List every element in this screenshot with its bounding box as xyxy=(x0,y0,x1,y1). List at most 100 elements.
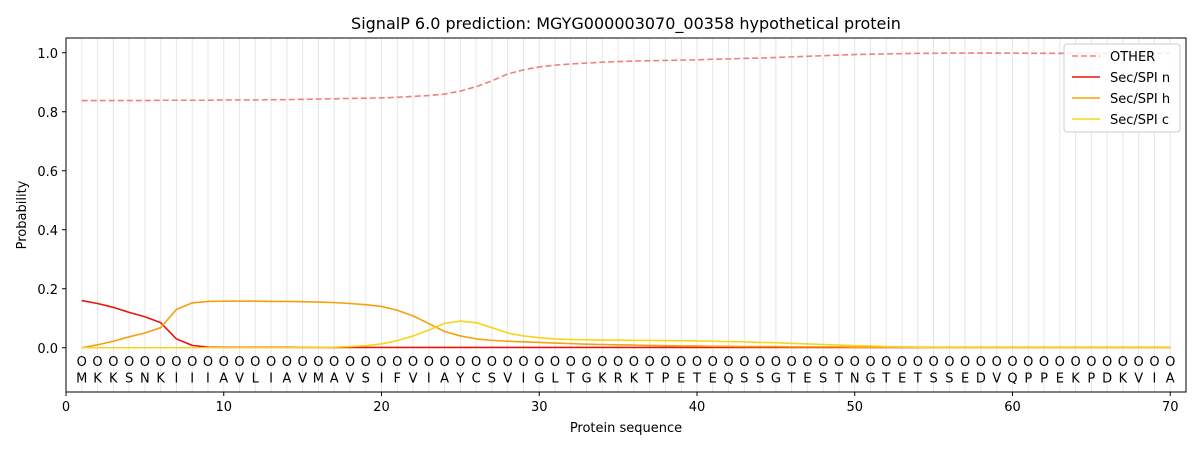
sequence-label-marker: O xyxy=(708,355,718,370)
sequence-residue: D xyxy=(1102,371,1112,386)
sequence-label-marker: O xyxy=(1039,355,1049,370)
legend-label: OTHER xyxy=(1110,50,1155,65)
sequence-residue: T xyxy=(913,371,922,386)
sequence-label-marker: O xyxy=(581,355,591,370)
sequence-residue: E xyxy=(1056,371,1064,386)
sequence-residue: G xyxy=(534,371,544,386)
sequence-residue: L xyxy=(551,371,559,386)
x-tick-label: 20 xyxy=(373,400,390,415)
sequence-label-marker: O xyxy=(1165,355,1175,370)
sequence-label-marker: O xyxy=(645,355,655,370)
sequence-residue: C xyxy=(472,371,481,386)
sequence-residue: R xyxy=(614,371,623,386)
sequence-label-marker: O xyxy=(266,355,276,370)
sequence-label-marker: O xyxy=(361,355,371,370)
sequence-label-marker: O xyxy=(156,355,166,370)
sequence-label-marker: O xyxy=(1007,355,1017,370)
sequence-residue: I xyxy=(269,371,273,386)
sequence-label-marker: O xyxy=(487,355,497,370)
sequence-label-marker: O xyxy=(1118,355,1128,370)
sequence-residue: M xyxy=(76,371,87,386)
sequence-label-marker: O xyxy=(345,355,355,370)
y-tick-label: 0.6 xyxy=(37,165,58,180)
sequence-residue: Q xyxy=(723,371,733,386)
sequence-residue: S xyxy=(756,371,764,386)
sequence-residue: V xyxy=(992,371,1001,386)
sequence-label-marker: O xyxy=(692,355,702,370)
sequence-residue: T xyxy=(834,371,843,386)
sequence-residue: P xyxy=(1087,371,1095,386)
sequence-label-marker: O xyxy=(755,355,765,370)
sequence-label-marker: O xyxy=(613,355,623,370)
sequence-residue: A xyxy=(330,371,339,386)
y-tick-label: 1.0 xyxy=(37,47,58,62)
y-axis-ticks: 0.0 0.2 0.4 0.6 0.8 1.0 xyxy=(37,47,66,357)
sequence-label-marker: O xyxy=(1055,355,1065,370)
y-tick-label: 0.4 xyxy=(37,224,58,239)
sequence-residue: I xyxy=(1153,371,1157,386)
sequence-residue: K xyxy=(630,371,639,386)
legend-box xyxy=(1063,43,1181,133)
sequence-label-marker: O xyxy=(376,355,386,370)
sequence-residue: K xyxy=(598,371,607,386)
sequence-label-marker: O xyxy=(534,355,544,370)
sequence-label-marker: O xyxy=(439,355,449,370)
sequence-residue: S xyxy=(488,371,496,386)
sequence-residue: E xyxy=(961,371,969,386)
sequence-residue: P xyxy=(662,371,670,386)
legend: OTHER Sec/SPI n Sec/SPI h Sec/SPI c xyxy=(1063,43,1181,133)
sequence-residue: T xyxy=(566,371,575,386)
sequence-residue: D xyxy=(976,371,986,386)
grid-lines xyxy=(81,38,1171,392)
sequence-label-marker: O xyxy=(203,355,213,370)
sequence-residue: I xyxy=(380,371,384,386)
sequence-residue: E xyxy=(803,371,811,386)
sequence-label-marker: O xyxy=(1134,355,1144,370)
sequence-residue: E xyxy=(709,371,717,386)
sequence-label-marker: O xyxy=(913,355,923,370)
sequence-label-marker: O xyxy=(723,355,733,370)
sequence-label-marker: O xyxy=(629,355,639,370)
sequence-label-marker: O xyxy=(944,355,954,370)
sequence-residue: S xyxy=(362,371,370,386)
sequence-label-marker: O xyxy=(518,355,528,370)
sequence-label-marker: O xyxy=(313,355,323,370)
y-tick-label: 0.0 xyxy=(37,342,58,357)
sequence-label-marker: O xyxy=(424,355,434,370)
sequence-residue: V xyxy=(1134,371,1143,386)
sequence-residue: V xyxy=(503,371,512,386)
sequence-label-marker: O xyxy=(897,355,907,370)
sequence-label-marker: O xyxy=(881,355,891,370)
sequence-label-marker: O xyxy=(1070,355,1080,370)
x-tick-label: 60 xyxy=(1004,400,1021,415)
x-axis-label: Protein sequence xyxy=(570,421,682,436)
sequence-label-marker: O xyxy=(140,355,150,370)
sequence-label-marker: O xyxy=(566,355,576,370)
sequence-residue: S xyxy=(125,371,133,386)
sequence-label-marker: O xyxy=(408,355,418,370)
sequence-residue: V xyxy=(345,371,354,386)
sequence-label-marker: O xyxy=(865,355,875,370)
sequence-label-marker: O xyxy=(928,355,938,370)
sequence-label-marker: O xyxy=(234,355,244,370)
sequence-residue: V xyxy=(298,371,307,386)
sequence-residue: G xyxy=(771,371,781,386)
sequence-label-marker: O xyxy=(392,355,402,370)
sequence-label-marker: O xyxy=(992,355,1002,370)
sequence-residue: T xyxy=(692,371,701,386)
sequence-label-marker: O xyxy=(802,355,812,370)
x-tick-label: 30 xyxy=(531,400,548,415)
sequence-label-marker: O xyxy=(676,355,686,370)
y-tick-label: 0.8 xyxy=(37,106,58,121)
sequence-label-marker: O xyxy=(250,355,260,370)
sequence-residue: A xyxy=(219,371,228,386)
sequence-label-marker: O xyxy=(92,355,102,370)
sequence-residue: V xyxy=(235,371,244,386)
series-line-other xyxy=(81,52,1171,102)
sequence-residue: A xyxy=(440,371,449,386)
sequence-label-marker: O xyxy=(219,355,229,370)
sequence-label-marker: O xyxy=(1102,355,1112,370)
sequence-label-marker: O xyxy=(739,355,749,370)
x-tick-label: 70 xyxy=(1162,400,1179,415)
